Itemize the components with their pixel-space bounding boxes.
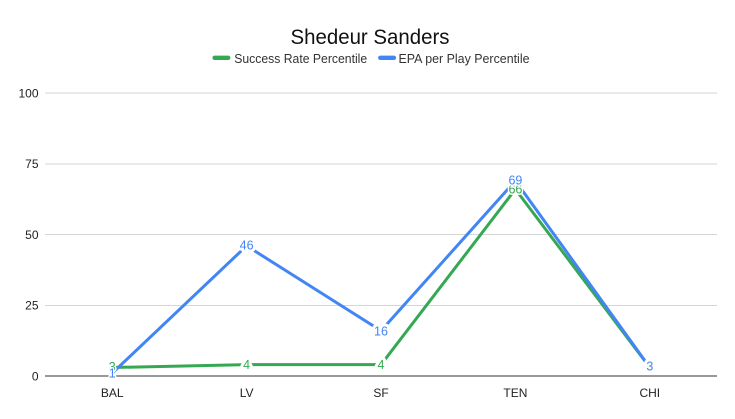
- svg-text:SF: SF: [373, 386, 388, 400]
- svg-text:4: 4: [378, 358, 385, 372]
- svg-text:75: 75: [25, 157, 39, 171]
- svg-text:BAL: BAL: [101, 386, 124, 400]
- svg-text:TEN: TEN: [503, 386, 527, 400]
- svg-text:16: 16: [374, 325, 388, 339]
- svg-text:100: 100: [18, 86, 38, 100]
- svg-text:50: 50: [25, 228, 39, 242]
- svg-text:1: 1: [109, 366, 116, 380]
- svg-text:4: 4: [243, 358, 250, 372]
- svg-text:66: 66: [508, 183, 522, 197]
- svg-text:3: 3: [646, 360, 653, 374]
- svg-text:69: 69: [508, 174, 522, 188]
- svg-text:3: 3: [109, 360, 116, 374]
- svg-text:Shedeur Sanders: Shedeur Sanders: [291, 26, 450, 49]
- svg-text:Success Rate Percentile: Success Rate Percentile: [234, 51, 367, 66]
- svg-text:46: 46: [240, 238, 254, 252]
- svg-text:LV: LV: [240, 386, 254, 400]
- svg-text:CHI: CHI: [639, 386, 660, 400]
- svg-text:3: 3: [646, 360, 653, 374]
- svg-text:EPA per Play Percentile: EPA per Play Percentile: [399, 51, 530, 66]
- svg-text:25: 25: [25, 299, 39, 313]
- svg-text:0: 0: [32, 369, 39, 383]
